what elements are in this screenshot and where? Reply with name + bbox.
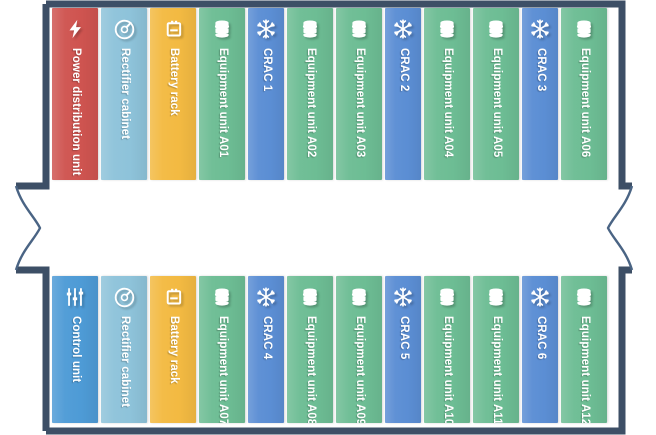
cabinet-a01[interactable]: Equipment unit A01 — [199, 8, 245, 180]
cabinet-label: Battery rack — [167, 316, 180, 384]
gauge-icon — [112, 17, 136, 41]
cabinet-a06[interactable]: Equipment unit A06 — [561, 8, 607, 180]
right-break-symbol — [606, 185, 634, 271]
cabinet-a11[interactable]: Equipment unit A11 — [473, 276, 519, 423]
battery-icon — [161, 285, 185, 309]
bottom-row: Control unit Rectifier cabinet Battery rac… — [52, 276, 616, 423]
cabinet-label: Equipment unit A11 — [490, 316, 503, 423]
cabinet-label: Equipment unit A08 — [304, 316, 317, 423]
lightning-bolt-icon — [63, 17, 87, 41]
cabinet-label: Rectifier cabinet — [118, 316, 131, 408]
server-stack-icon — [210, 17, 234, 41]
server-stack-icon — [298, 17, 322, 41]
server-stack-icon — [572, 17, 596, 41]
server-stack-icon — [484, 285, 508, 309]
cabinet-a04[interactable]: Equipment unit A04 — [424, 8, 470, 180]
cabinet-label: Equipment unit A02 — [304, 48, 317, 158]
snowflake-icon — [528, 17, 552, 41]
server-stack-icon — [572, 285, 596, 309]
cabinet-label: Equipment unit A09 — [353, 316, 366, 423]
sliders-icon — [63, 285, 87, 309]
battery-icon — [161, 17, 185, 41]
snowflake-icon — [254, 285, 278, 309]
cabinet-label: Rectifier cabinet — [118, 48, 131, 140]
cabinet-crac5[interactable]: CRAC 5 — [385, 276, 421, 423]
cabinet-label: CRAC 3 — [534, 48, 547, 92]
cabinet-label: Power distribution unit — [69, 48, 82, 176]
cabinet-label: CRAC 6 — [534, 316, 547, 360]
cabinet-label: Equipment unit A05 — [490, 48, 503, 158]
snowflake-icon — [391, 17, 415, 41]
cabinet-a02[interactable]: Equipment unit A02 — [287, 8, 333, 180]
cabinet-label: CRAC 1 — [260, 48, 273, 92]
cabinet-a05[interactable]: Equipment unit A05 — [473, 8, 519, 180]
cabinet-label: Equipment unit A10 — [441, 316, 454, 423]
cabinet-label: Control unit — [69, 316, 82, 383]
cabinet-a10[interactable]: Equipment unit A10 — [424, 276, 470, 423]
cabinet-batt1[interactable]: Battery rack — [150, 8, 196, 180]
top-row: Power distribution unit Rectifier cabinet… — [52, 8, 616, 180]
cabinet-crac6[interactable]: CRAC 6 — [522, 276, 558, 423]
server-stack-icon — [298, 285, 322, 309]
cabinet-pdu[interactable]: Power distribution unit — [52, 8, 98, 180]
cabinet-crac4[interactable]: CRAC 4 — [248, 276, 284, 423]
cabinet-rect1[interactable]: Rectifier cabinet — [101, 8, 147, 180]
cabinet-rect2[interactable]: Rectifier cabinet — [101, 276, 147, 423]
cabinet-label: Equipment unit A06 — [578, 48, 591, 158]
gauge-icon — [112, 285, 136, 309]
cabinet-label: CRAC 2 — [397, 48, 410, 92]
cabinet-label: CRAC 4 — [260, 316, 273, 360]
cabinet-a09[interactable]: Equipment unit A09 — [336, 276, 382, 423]
left-break-symbol — [14, 185, 42, 271]
snowflake-icon — [528, 285, 552, 309]
cabinet-label: Equipment unit A04 — [441, 48, 454, 158]
cabinet-a07[interactable]: Equipment unit A07 — [199, 276, 245, 423]
cabinet-label: CRAC 5 — [397, 316, 410, 360]
cabinet-label: Equipment unit A03 — [353, 48, 366, 158]
server-stack-icon — [210, 285, 234, 309]
cabinet-label: Equipment unit A12 — [578, 316, 591, 423]
snowflake-icon — [254, 17, 278, 41]
server-stack-icon — [347, 285, 371, 309]
cabinet-a08[interactable]: Equipment unit A08 — [287, 276, 333, 423]
server-stack-icon — [347, 17, 371, 41]
server-stack-icon — [435, 17, 459, 41]
server-stack-icon — [484, 17, 508, 41]
cabinet-label: Equipment unit A01 — [216, 48, 229, 158]
cabinet-crac1[interactable]: CRAC 1 — [248, 8, 284, 180]
cabinet-label: Battery rack — [167, 48, 180, 116]
cabinet-label: Equipment unit A07 — [216, 316, 229, 423]
cabinet-a12[interactable]: Equipment unit A12 — [561, 276, 607, 423]
server-stack-icon — [435, 285, 459, 309]
cabinet-ctrl[interactable]: Control unit — [52, 276, 98, 423]
cabinet-a03[interactable]: Equipment unit A03 — [336, 8, 382, 180]
cabinet-crac2[interactable]: CRAC 2 — [385, 8, 421, 180]
cabinet-batt2[interactable]: Battery rack — [150, 276, 196, 423]
snowflake-icon — [391, 285, 415, 309]
cabinet-crac3[interactable]: CRAC 3 — [522, 8, 558, 180]
